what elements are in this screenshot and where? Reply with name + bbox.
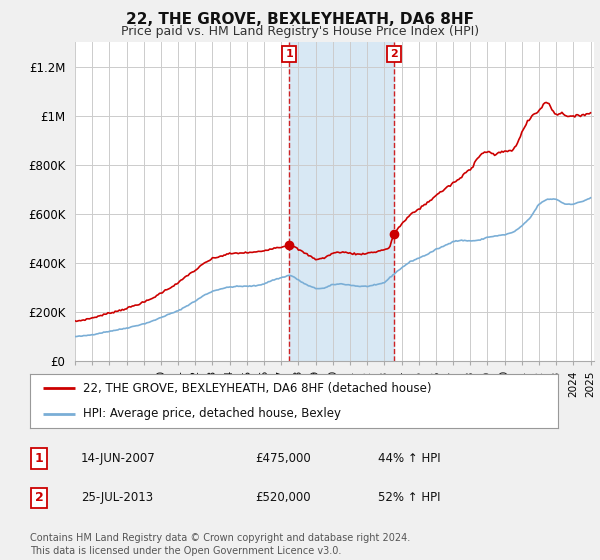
Text: Contains HM Land Registry data © Crown copyright and database right 2024.
This d: Contains HM Land Registry data © Crown c… (30, 533, 410, 556)
22, THE GROVE, BEXLEYHEATH, DA6 8HF (detached house) (136, 301, 143, 308)
Text: Price paid vs. HM Land Registry's House Price Index (HPI): Price paid vs. HM Land Registry's House … (121, 25, 479, 38)
HPI: Average price, detached house, Bexley: (2e+03, 1e+05): Average price, detached house, Bexley: (… (71, 333, 79, 340)
HPI: Average price, detached house, Bexley: (2.02e+03, 6.65e+05): Average price, detached house, Bexley: (… (587, 194, 594, 201)
22, THE GROVE, BEXLEYHEATH, DA6 8HF (detached house) (243, 249, 250, 256)
22, THE GROVE, BEXLEYHEATH, DA6 8HF (detached house) (226, 250, 233, 256)
Text: 2: 2 (35, 491, 43, 505)
Text: 44% ↑ HPI: 44% ↑ HPI (378, 452, 440, 465)
Bar (289, 42, 394, 361)
Text: 52% ↑ HPI: 52% ↑ HPI (378, 491, 440, 505)
22, THE GROVE, BEXLEYHEATH, DA6 8HF (detached house) (542, 99, 550, 106)
HPI: Average price, detached house, Bexley: (2.01e+03, 3.07e+05): Average price, detached house, Bexley: (… (367, 282, 374, 289)
Text: HPI: Average price, detached house, Bexley: HPI: Average price, detached house, Bexl… (83, 407, 341, 420)
Text: £520,000: £520,000 (255, 491, 311, 505)
Text: 25-JUL-2013: 25-JUL-2013 (81, 491, 153, 505)
22, THE GROVE, BEXLEYHEATH, DA6 8HF (detached house) (587, 109, 594, 116)
Text: 22, THE GROVE, BEXLEYHEATH, DA6 8HF (detached house): 22, THE GROVE, BEXLEYHEATH, DA6 8HF (det… (83, 382, 431, 395)
Text: 22, THE GROVE, BEXLEYHEATH, DA6 8HF: 22, THE GROVE, BEXLEYHEATH, DA6 8HF (126, 12, 474, 27)
HPI: Average price, detached house, Bexley: (2e+03, 1.07e+05): Average price, detached house, Bexley: (… (87, 332, 94, 338)
Text: £475,000: £475,000 (255, 452, 311, 465)
HPI: Average price, detached house, Bexley: (2.02e+03, 5.79e+05): Average price, detached house, Bexley: (… (526, 216, 533, 222)
22, THE GROVE, BEXLEYHEATH, DA6 8HF (detached house) (298, 248, 305, 254)
22, THE GROVE, BEXLEYHEATH, DA6 8HF (detached house) (252, 249, 259, 255)
HPI: Average price, detached house, Bexley: (2.01e+03, 3.71e+05): Average price, detached house, Bexley: (… (395, 267, 402, 274)
HPI: Average price, detached house, Bexley: (2e+03, 1e+05): Average price, detached house, Bexley: (… (73, 333, 80, 340)
22, THE GROVE, BEXLEYHEATH, DA6 8HF (detached house) (73, 318, 80, 325)
Text: 2: 2 (390, 49, 398, 59)
Line: 22, THE GROVE, BEXLEYHEATH, DA6 8HF (detached house): 22, THE GROVE, BEXLEYHEATH, DA6 8HF (det… (75, 102, 590, 321)
22, THE GROVE, BEXLEYHEATH, DA6 8HF (detached house) (561, 112, 568, 119)
Text: 1: 1 (285, 49, 293, 59)
HPI: Average price, detached house, Bexley: (2.01e+03, 3.3e+05): Average price, detached house, Bexley: (… (383, 277, 391, 283)
Line: HPI: Average price, detached house, Bexley: HPI: Average price, detached house, Bexl… (75, 198, 590, 337)
HPI: Average price, detached house, Bexley: (2e+03, 1.97e+05): Average price, detached house, Bexley: (… (169, 310, 176, 316)
22, THE GROVE, BEXLEYHEATH, DA6 8HF (detached house) (71, 318, 79, 324)
Text: 1: 1 (35, 452, 43, 465)
Text: 14-JUN-2007: 14-JUN-2007 (81, 452, 156, 465)
